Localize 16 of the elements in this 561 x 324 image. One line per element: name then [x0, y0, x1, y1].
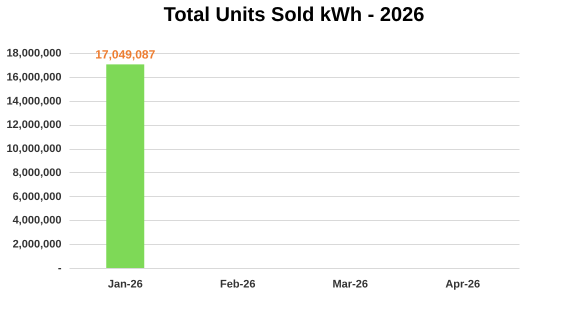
data-label: 17,049,087	[95, 47, 156, 62]
y-tick-label: -	[58, 262, 62, 274]
y-tick-label: 16,000,000	[6, 71, 62, 84]
x-tick-label: Mar-26	[332, 278, 368, 290]
y-tick-label: 14,000,000	[6, 95, 62, 108]
x-tick-label: Apr-26	[445, 278, 480, 290]
y-tick-label: 18,000,000	[6, 48, 62, 60]
y-tick-label: 8,000,000	[12, 166, 62, 179]
x-tick-label: Jan-26	[108, 278, 143, 290]
y-tick-label: 6,000,000	[12, 190, 62, 203]
y-tick-label: 10,000,000	[6, 143, 62, 156]
y-tick-label: 12,000,000	[6, 119, 62, 132]
chart-title: Total Units Sold kWh - 2026	[164, 4, 424, 26]
x-tick-label: Feb-26	[220, 278, 256, 290]
y-tick-label: 4,000,000	[12, 214, 62, 227]
y-tick-label: 2,000,000	[12, 238, 62, 251]
